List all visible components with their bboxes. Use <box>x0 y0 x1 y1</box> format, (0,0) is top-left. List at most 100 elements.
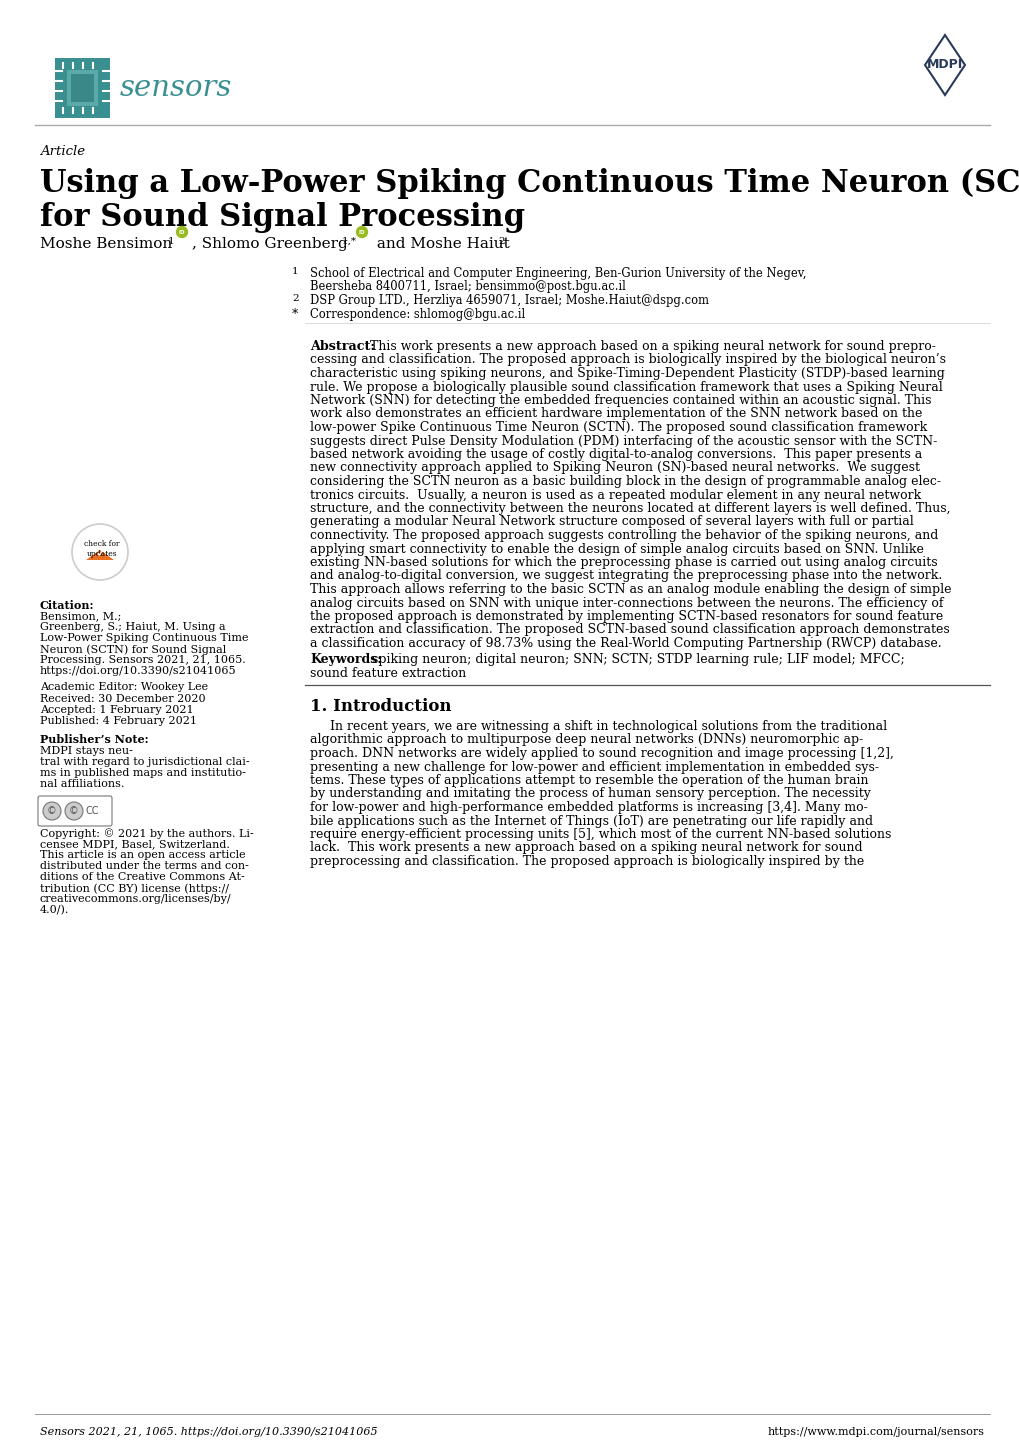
Text: CC: CC <box>86 806 100 816</box>
Text: sensors: sensors <box>120 74 232 102</box>
Circle shape <box>43 802 61 820</box>
Text: lack.  This work presents a new approach based on a spiking neural network for s: lack. This work presents a new approach … <box>310 842 862 855</box>
Text: MDPI stays neu-: MDPI stays neu- <box>40 746 132 756</box>
Text: 1: 1 <box>168 236 174 247</box>
Circle shape <box>72 523 127 580</box>
Text: distributed under the terms and con-: distributed under the terms and con- <box>40 861 249 871</box>
Text: DSP Group LTD., Herzliya 4659071, Israel; Moshe.Haiut@dspg.com: DSP Group LTD., Herzliya 4659071, Israel… <box>310 294 708 307</box>
Text: Using a Low-Power Spiking Continuous Time Neuron (SCTN): Using a Low-Power Spiking Continuous Tim… <box>40 169 1019 199</box>
Text: Keywords:: Keywords: <box>310 653 381 666</box>
Text: iD: iD <box>359 229 365 235</box>
Text: extraction and classification. The proposed SCTN-based sound classification appr: extraction and classification. The propo… <box>310 623 949 636</box>
Text: tribution (CC BY) license (https://: tribution (CC BY) license (https:// <box>40 883 229 894</box>
Text: Beersheba 8400711, Israel; bensimmo@post.bgu.ac.il: Beersheba 8400711, Israel; bensimmo@post… <box>310 280 626 293</box>
Text: connectivity. The proposed approach suggests controlling the behavior of the spi: connectivity. The proposed approach sugg… <box>310 529 937 542</box>
Text: considering the SCTN neuron as a basic building block in the design of programma: considering the SCTN neuron as a basic b… <box>310 474 941 487</box>
Text: require energy-efficient processing units [5], which most of the current NN-base: require energy-efficient processing unit… <box>310 828 891 841</box>
Text: preprocessing and classification. The proposed approach is biologically inspired: preprocessing and classification. The pr… <box>310 855 863 868</box>
Text: tronics circuits.  Usually, a neuron is used as a repeated modular element in an: tronics circuits. Usually, a neuron is u… <box>310 489 920 502</box>
Circle shape <box>176 226 187 238</box>
Text: Accepted: 1 February 2021: Accepted: 1 February 2021 <box>40 705 194 715</box>
Text: low-power Spike Continuous Time Neuron (SCTN). The proposed sound classification: low-power Spike Continuous Time Neuron (… <box>310 421 926 434</box>
Text: Abstract:: Abstract: <box>310 340 375 353</box>
Text: Moshe Bensimon: Moshe Bensimon <box>40 236 177 251</box>
Text: ditions of the Creative Commons At-: ditions of the Creative Commons At- <box>40 872 245 883</box>
Text: tems. These types of applications attempt to resemble the operation of the human: tems. These types of applications attemp… <box>310 774 867 787</box>
Text: algorithmic approach to multipurpose deep neural networks (DNNs) neuromorphic ap: algorithmic approach to multipurpose dee… <box>310 734 862 747</box>
Text: characteristic using spiking neurons, and Spike-Timing-Dependent Plasticity (STD: characteristic using spiking neurons, an… <box>310 368 944 381</box>
Text: a classification accuracy of 98.73% using the Real-World Computing Partnership (: a classification accuracy of 98.73% usin… <box>310 637 941 650</box>
Text: 2: 2 <box>497 236 504 247</box>
Text: Greenberg, S.; Haiut, M. Using a: Greenberg, S.; Haiut, M. Using a <box>40 622 225 632</box>
Text: Publisher’s Note:: Publisher’s Note: <box>40 734 149 746</box>
Text: https://doi.org/10.3390/s21041065: https://doi.org/10.3390/s21041065 <box>40 666 236 676</box>
Text: applying smart connectivity to enable the design of simple analog circuits based: applying smart connectivity to enable th… <box>310 542 923 555</box>
Text: proach. DNN networks are widely applied to sound recognition and image processin: proach. DNN networks are widely applied … <box>310 747 893 760</box>
Text: and analog-to-digital conversion, we suggest integrating the preprocessing phase: and analog-to-digital conversion, we sug… <box>310 570 942 583</box>
Text: Sensors 2021, 21, 1065. https://doi.org/10.3390/s21041065: Sensors 2021, 21, 1065. https://doi.org/… <box>40 1428 377 1438</box>
Text: check for: check for <box>85 539 119 548</box>
Text: , Shlomo Greenberg: , Shlomo Greenberg <box>192 236 353 251</box>
Text: bile applications such as the Internet of Things (IoT) are penetrating our life : bile applications such as the Internet o… <box>310 815 872 828</box>
Text: Network (SNN) for detecting the embedded frequencies contained within an acousti: Network (SNN) for detecting the embedded… <box>310 394 930 407</box>
Text: 1: 1 <box>291 267 299 275</box>
Text: sound feature extraction: sound feature extraction <box>310 668 466 681</box>
Text: for Sound Signal Processing: for Sound Signal Processing <box>40 202 525 234</box>
Text: for low-power and high-performance embedded platforms is increasing [3,4]. Many : for low-power and high-performance embed… <box>310 800 867 813</box>
Text: suggests direct Pulse Density Modulation (PDM) interfacing of the acoustic senso: suggests direct Pulse Density Modulation… <box>310 434 936 447</box>
Text: Neuron (SCTN) for Sound Signal: Neuron (SCTN) for Sound Signal <box>40 645 226 655</box>
Text: This article is an open access article: This article is an open access article <box>40 849 246 859</box>
Text: rule. We propose a biologically plausible sound classification framework that us: rule. We propose a biologically plausibl… <box>310 381 942 394</box>
Text: https://www.mdpi.com/journal/sensors: https://www.mdpi.com/journal/sensors <box>767 1428 984 1438</box>
Text: nal affiliations.: nal affiliations. <box>40 779 124 789</box>
Text: by understanding and imitating the process of human sensory perception. The nece: by understanding and imitating the proce… <box>310 787 870 800</box>
Text: *: * <box>291 309 298 322</box>
Text: based network avoiding the usage of costly digital-to-analog conversions.  This : based network avoiding the usage of cost… <box>310 448 921 461</box>
Text: ©: © <box>47 806 57 816</box>
Text: censee MDPI, Basel, Switzerland.: censee MDPI, Basel, Switzerland. <box>40 839 229 849</box>
Circle shape <box>65 802 83 820</box>
Text: and Moshe Haiut: and Moshe Haiut <box>372 236 515 251</box>
Text: 1,*: 1,* <box>341 236 357 247</box>
Text: structure, and the connectivity between the neurons located at different layers : structure, and the connectivity between … <box>310 502 950 515</box>
Circle shape <box>357 226 367 238</box>
Text: existing NN-based solutions for which the preprocessing phase is carried out usi: existing NN-based solutions for which th… <box>310 557 936 570</box>
Text: 2: 2 <box>291 294 299 303</box>
Text: generating a modular Neural Network structure composed of several layers with fu: generating a modular Neural Network stru… <box>310 515 913 529</box>
Text: Academic Editor: Wookey Lee: Academic Editor: Wookey Lee <box>40 682 208 692</box>
Text: analog circuits based on SNN with unique inter-connections between the neurons. : analog circuits based on SNN with unique… <box>310 597 943 610</box>
Text: work also demonstrates an efficient hardware implementation of the SNN network b: work also demonstrates an efficient hard… <box>310 408 921 421</box>
FancyBboxPatch shape <box>55 58 110 118</box>
Text: cessing and classification. The proposed approach is biologically inspired by th: cessing and classification. The proposed… <box>310 353 945 366</box>
Polygon shape <box>86 549 114 559</box>
Text: Published: 4 February 2021: Published: 4 February 2021 <box>40 717 197 725</box>
FancyBboxPatch shape <box>71 74 94 102</box>
Text: new connectivity approach applied to Spiking Neuron (SN)-based neural networks. : new connectivity approach applied to Spi… <box>310 461 919 474</box>
Text: School of Electrical and Computer Engineering, Ben-Gurion University of the Nege: School of Electrical and Computer Engine… <box>310 267 806 280</box>
Text: MDPI: MDPI <box>926 59 962 72</box>
Text: Received: 30 December 2020: Received: 30 December 2020 <box>40 694 206 704</box>
FancyBboxPatch shape <box>67 71 98 107</box>
Text: Processing. Sensors 2021, 21, 1065.: Processing. Sensors 2021, 21, 1065. <box>40 655 246 665</box>
Text: the proposed approach is demonstrated by implementing SCTN-based resonators for : the proposed approach is demonstrated by… <box>310 610 943 623</box>
Text: Copyright: © 2021 by the authors. Li-: Copyright: © 2021 by the authors. Li- <box>40 828 254 839</box>
Text: Bensimon, M.;: Bensimon, M.; <box>40 611 121 622</box>
Text: This approach allows referring to the basic SCTN as an analog module enabling th: This approach allows referring to the ba… <box>310 583 951 596</box>
Text: 1. Introduction: 1. Introduction <box>310 698 451 715</box>
FancyBboxPatch shape <box>38 796 112 826</box>
Text: In recent years, we are witnessing a shift in technological solutions from the t: In recent years, we are witnessing a shi… <box>330 720 887 733</box>
Text: ms in published maps and institutio-: ms in published maps and institutio- <box>40 769 246 779</box>
Text: Correspondence: shlomog@bgu.ac.il: Correspondence: shlomog@bgu.ac.il <box>310 309 525 322</box>
Text: presenting a new challenge for low-power and efficient implementation in embedde: presenting a new challenge for low-power… <box>310 760 878 773</box>
Text: Low-Power Spiking Continuous Time: Low-Power Spiking Continuous Time <box>40 633 249 643</box>
Text: tral with regard to jurisdictional clai-: tral with regard to jurisdictional clai- <box>40 757 250 767</box>
Text: This work presents a new approach based on a spiking neural network for sound pr: This work presents a new approach based … <box>370 340 935 353</box>
Text: ✓: ✓ <box>95 548 105 561</box>
Text: creativecommons.org/licenses/by/: creativecommons.org/licenses/by/ <box>40 894 231 904</box>
Text: ©: © <box>69 806 78 816</box>
Text: 4.0/).: 4.0/). <box>40 906 69 916</box>
Text: Citation:: Citation: <box>40 600 95 611</box>
Text: iD: iD <box>178 229 185 235</box>
Text: spiking neuron; digital neuron; SNN; SCTN; STDP learning rule; LIF model; MFCC;: spiking neuron; digital neuron; SNN; SCT… <box>372 653 904 666</box>
Text: Article: Article <box>40 146 85 159</box>
